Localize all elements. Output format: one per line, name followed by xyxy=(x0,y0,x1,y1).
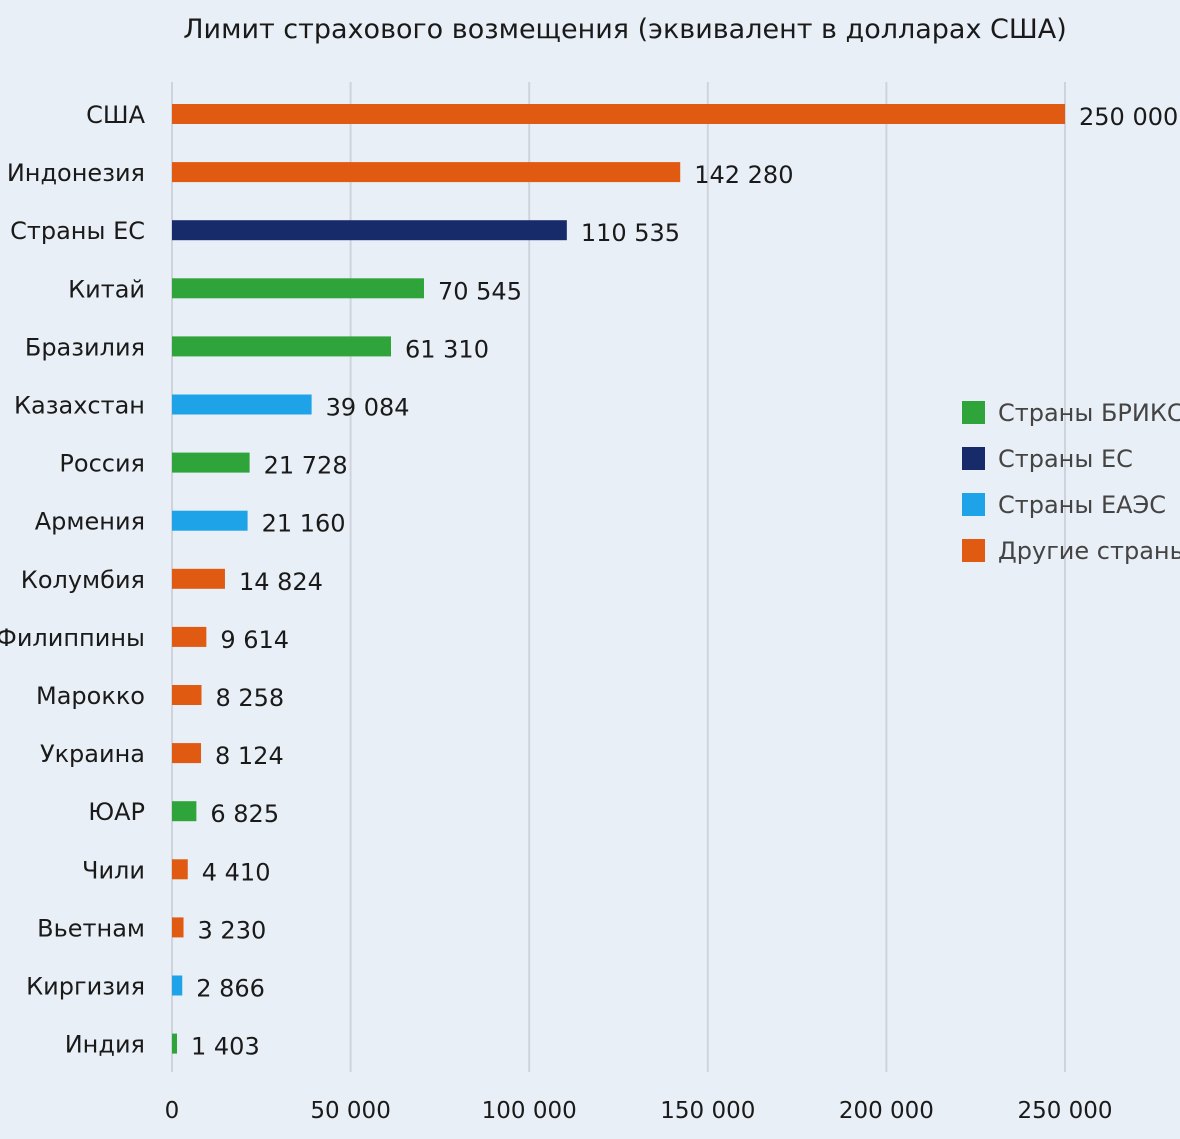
bar xyxy=(172,859,188,880)
data-label: 70 545 xyxy=(438,277,522,305)
legend-label: Страны БРИКС xyxy=(998,399,1180,427)
data-label: 142 280 xyxy=(694,161,793,189)
data-label: 9 614 xyxy=(220,626,289,654)
bar xyxy=(172,685,202,705)
bar xyxy=(172,743,202,764)
category-label: Россия xyxy=(59,450,145,478)
bar xyxy=(172,162,681,183)
legend-swatch xyxy=(962,493,985,516)
data-label: 3 230 xyxy=(198,916,267,944)
bar xyxy=(172,568,225,589)
legend: Страны БРИКС Страны ЕС Страны ЕАЭС Другие с… xyxy=(962,399,1180,565)
bar xyxy=(172,975,183,996)
category-label: Филиппины xyxy=(0,624,145,652)
category-label: Индия xyxy=(65,1031,145,1059)
bar xyxy=(172,510,248,531)
bars xyxy=(172,104,1065,1054)
legend-label: Другие страны xyxy=(998,537,1180,565)
x-tick-label: 250 000 xyxy=(1017,1098,1112,1124)
legend-label: Страны ЕАЭС xyxy=(998,491,1166,519)
x-tick-label: 100 000 xyxy=(482,1098,577,1124)
data-label: 21 160 xyxy=(262,510,346,538)
x-axis-ticks: 0 50 000 100 000 150 000 200 000 250 000 xyxy=(165,1098,1113,1124)
x-tick-label: 50 000 xyxy=(310,1098,390,1124)
bar xyxy=(172,626,207,647)
category-label: Украина xyxy=(40,740,145,768)
category-label: Киргизия xyxy=(26,973,145,1001)
bar xyxy=(172,452,250,473)
x-tick-label: 200 000 xyxy=(839,1098,934,1124)
chart-title: Лимит страхового возмещения (эквивалент … xyxy=(183,14,1067,45)
bar xyxy=(172,1033,178,1054)
bar xyxy=(172,220,567,241)
category-label: Вьетнам xyxy=(37,914,145,942)
bar xyxy=(172,104,1065,124)
data-label: 2 866 xyxy=(196,975,265,1003)
data-label: 14 824 xyxy=(239,568,323,596)
data-label: 8 258 xyxy=(215,684,284,712)
category-label: Страны ЕС xyxy=(10,217,145,245)
labels: США 250 000 Индонезия 142 280 Страны ЕС 110 5… xyxy=(0,101,1178,1061)
x-tick-label: 0 xyxy=(165,1098,180,1124)
category-label: Казахстан xyxy=(14,392,145,420)
data-label: 21 728 xyxy=(264,452,348,480)
bar xyxy=(172,801,197,822)
bar xyxy=(172,278,424,299)
bar xyxy=(172,336,391,357)
category-label: Бразилия xyxy=(25,333,145,361)
legend-swatch xyxy=(962,401,985,424)
bar xyxy=(172,394,312,415)
data-label: 4 410 xyxy=(202,858,271,886)
legend-swatch xyxy=(962,447,985,470)
category-label: Марокко xyxy=(36,682,145,710)
category-label: Колумбия xyxy=(21,566,145,594)
data-label: 61 310 xyxy=(405,335,489,363)
category-label: Армения xyxy=(35,508,145,536)
data-label: 110 535 xyxy=(581,219,680,247)
legend-label: Страны ЕС xyxy=(998,445,1133,473)
category-label: Индонезия xyxy=(7,159,145,187)
data-label: 250 000 xyxy=(1079,103,1178,131)
category-label: Чили xyxy=(82,856,145,884)
x-tick-label: 150 000 xyxy=(660,1098,755,1124)
category-label: США xyxy=(86,101,145,129)
category-label: Китай xyxy=(68,275,145,303)
grid-lines xyxy=(171,82,1066,1072)
bar xyxy=(172,917,184,938)
legend-swatch xyxy=(962,539,985,562)
data-label: 1 403 xyxy=(191,1033,260,1061)
data-label: 39 084 xyxy=(326,394,410,422)
data-label: 6 825 xyxy=(210,800,279,828)
data-label: 8 124 xyxy=(215,742,284,770)
category-label: ЮАР xyxy=(88,798,145,826)
